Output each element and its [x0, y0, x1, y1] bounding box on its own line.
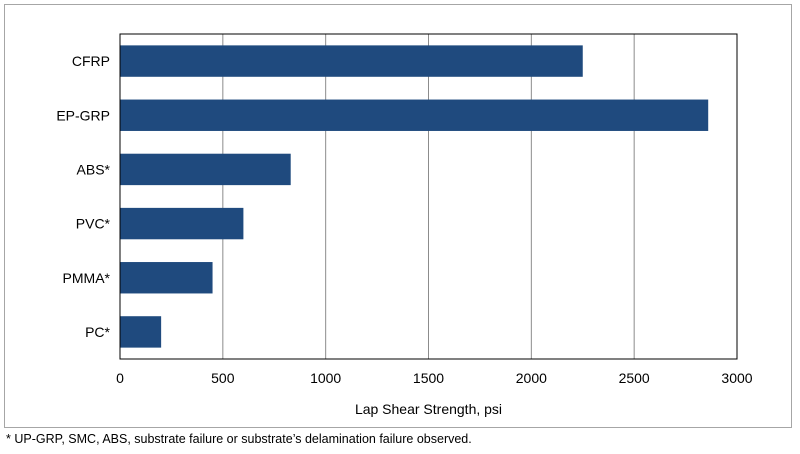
- bar-pvc: [120, 207, 244, 240]
- x-tick-label: 0: [116, 370, 124, 386]
- grid-lines: [222, 34, 635, 359]
- footnote: * UP-GRP, SMC, ABS, substrate failure or…: [6, 432, 472, 446]
- y-tick-label: ABS*: [77, 161, 111, 177]
- x-tick-label: 1500: [413, 370, 444, 386]
- y-tick-label: PVC*: [76, 216, 111, 232]
- bar-pmma: [120, 262, 213, 294]
- x-tick-label: 1000: [310, 370, 341, 386]
- x-axis-label: Lap Shear Strength, psi: [355, 401, 502, 417]
- bar-abs: [120, 153, 291, 186]
- y-tick-label: EP-GRP: [56, 107, 110, 123]
- bar-cfrp: [120, 45, 583, 77]
- x-tick-label: 2500: [619, 370, 650, 386]
- bar-pc: [120, 316, 162, 348]
- y-tick-labels: CFRP EP-GRP ABS* PVC* PMMA* PC*: [56, 53, 110, 340]
- plot-area-border: [119, 33, 738, 360]
- x-tick-label: 2000: [516, 370, 547, 386]
- y-tick-label: PC*: [85, 324, 110, 340]
- y-tick-label: CFRP: [72, 53, 110, 69]
- x-tick-label: 3000: [721, 370, 752, 386]
- chart-frame: [4, 4, 792, 428]
- x-tick-labels: 0 500 1000 1500 2000 2500 3000: [116, 370, 753, 386]
- bar-ep-grp: [120, 99, 709, 131]
- bars: [120, 45, 709, 348]
- x-tick-label: 500: [211, 370, 235, 386]
- y-tick-label: PMMA*: [63, 270, 111, 286]
